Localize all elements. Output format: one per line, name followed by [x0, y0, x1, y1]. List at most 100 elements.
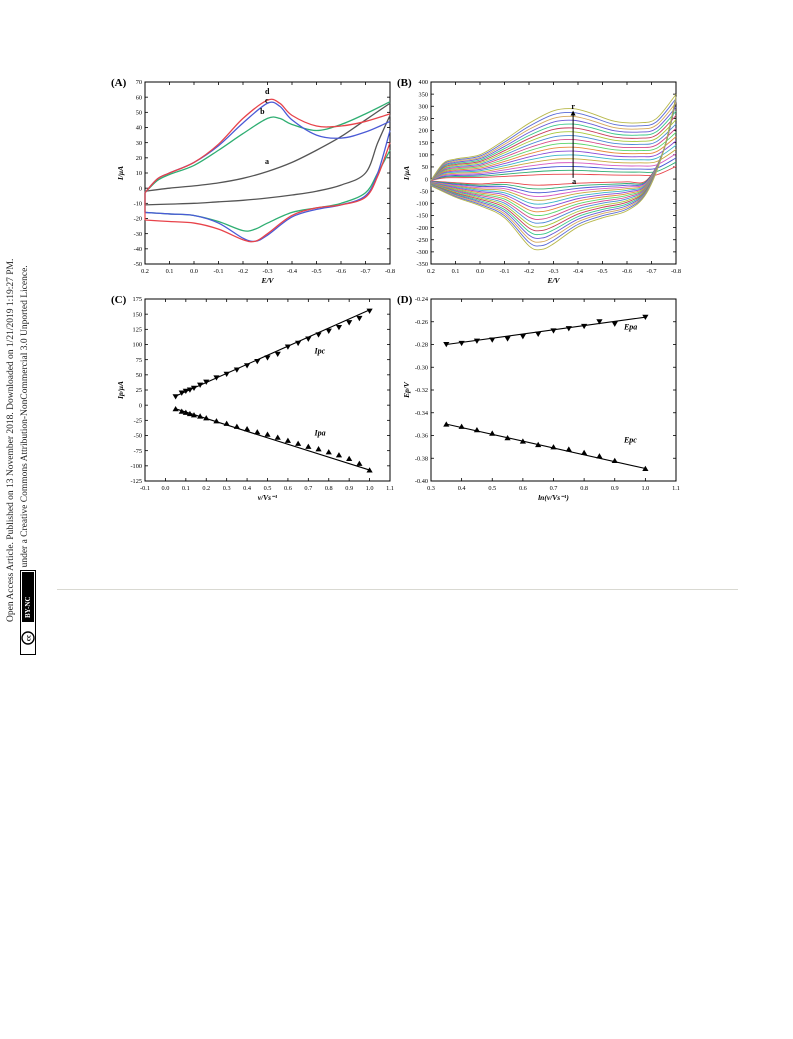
- x-tick-label: -0.1: [214, 268, 224, 275]
- cv-family-curve-forward: [430, 149, 677, 181]
- data-point-Epa: [489, 337, 496, 343]
- arrow-head: [570, 110, 576, 116]
- cv-curve-a-forward: [144, 102, 391, 192]
- figure: 0.2 0.1 0.0 -0.1 -0.2 -0.3 -0.4 -0.5 -0.6 -0.7 -0.…: [100, 60, 700, 520]
- data-point-Epa: [596, 319, 603, 325]
- x-tick-label: -0.3: [549, 268, 559, 275]
- y-tick-label: -50: [420, 188, 428, 195]
- fit-line-Ipc: [175, 309, 370, 397]
- x-tick-label: 0.8: [325, 485, 333, 492]
- panel-label: (C): [111, 294, 127, 306]
- y-tick-label: 125: [133, 327, 142, 334]
- x-tick-label: 0.2: [427, 268, 435, 275]
- data-point-Ipa: [274, 434, 281, 440]
- cv-family-curve-forward: [430, 166, 677, 181]
- y-tick-label: 25: [136, 387, 142, 394]
- cc-license-icon[interactable]: cc BY-NC: [20, 570, 36, 655]
- x-tick-label: -0.4: [287, 268, 298, 275]
- data-point-Ipa: [190, 412, 198, 418]
- data-point-Epa: [611, 321, 618, 327]
- x-tick-label: -0.2: [524, 268, 534, 275]
- data-point-Ipa: [182, 409, 189, 415]
- y-tick-label: -0.30: [415, 364, 428, 371]
- x-tick-label: -0.5: [312, 268, 322, 275]
- plot-frame: [144, 298, 391, 482]
- data-point-Epc: [581, 449, 588, 456]
- data-point-Epc: [550, 444, 557, 450]
- data-point-Ipa: [213, 418, 220, 424]
- x-tick-label: 0.8: [580, 485, 588, 492]
- cv-family-curve-reverse: [430, 98, 677, 220]
- y-tick-label: -150: [416, 213, 428, 220]
- data-point-Epc: [596, 453, 603, 459]
- cv-family-curve-reverse: [430, 96, 677, 251]
- data-point-Ipa: [243, 426, 251, 432]
- data-point-Ipc: [223, 371, 230, 378]
- data-point-Ipa: [335, 452, 343, 458]
- x-tick-label: 1.0: [641, 485, 649, 492]
- data-point-Ipa: [284, 437, 292, 443]
- x-tick-label: -0.5: [598, 268, 608, 275]
- x-tick-label: 0.2: [141, 268, 149, 275]
- data-point-Ipc: [274, 351, 281, 357]
- y-tick-label: 20: [136, 155, 142, 162]
- y-tick-label: -10: [134, 201, 142, 208]
- data-point-Ipc: [172, 394, 179, 400]
- y-tick-label: 0: [139, 402, 142, 409]
- cv-family-curve-reverse: [430, 99, 677, 217]
- data-point-Epc: [504, 434, 511, 441]
- data-point-Ipc: [315, 332, 322, 338]
- x-tick-label: 0.7: [550, 485, 558, 492]
- y-tick-label: -40: [134, 246, 142, 253]
- plot-frame: [430, 298, 677, 482]
- plot-frame: [144, 81, 391, 265]
- x-axis-label: E/V: [546, 276, 560, 285]
- arrow-label-a: a: [572, 177, 576, 186]
- x-tick-label: 0.3: [223, 485, 231, 492]
- y-tick-label: 75: [136, 357, 142, 364]
- page-divider: [57, 589, 738, 590]
- data-point-Ipa: [186, 410, 194, 417]
- cv-curve-c-forward: [144, 101, 391, 194]
- data-point-Ipc: [254, 359, 261, 365]
- cv-curve-a-reverse: [144, 115, 391, 206]
- data-point-Epc: [642, 465, 649, 471]
- data-point-Ipc: [197, 382, 204, 388]
- y-tick-label: 100: [133, 342, 142, 349]
- y-tick-label: -0.24: [415, 296, 429, 303]
- cv-family-curve-reverse: [430, 100, 677, 198]
- data-point-Epa: [443, 342, 450, 348]
- cv-family-curve-forward: [430, 94, 677, 181]
- series-label-ipc: Ipc: [313, 347, 325, 356]
- y-tick-label: -100: [130, 463, 142, 470]
- y-tick-label: 30: [136, 140, 142, 147]
- data-point-Epc: [489, 430, 496, 436]
- data-point-Epc: [458, 423, 465, 429]
- cv-family-curve-forward: [430, 161, 677, 181]
- y-tick-label: -20: [134, 216, 142, 223]
- x-tick-label: -0.3: [263, 268, 273, 275]
- x-tick-label: 1.1: [386, 485, 394, 492]
- data-point-Ipc: [264, 355, 271, 361]
- y-tick-label: -0.38: [415, 455, 428, 462]
- x-tick-label: 0.6: [519, 485, 527, 492]
- data-point-Epa: [519, 334, 526, 340]
- data-point-Ipa: [172, 406, 179, 412]
- cv-family-curve-forward: [430, 144, 677, 181]
- y-tick-label: 40: [136, 125, 142, 132]
- y-tick-label: -50: [134, 261, 142, 268]
- cv-curve-c-reverse: [144, 130, 391, 243]
- cv-family-curve-reverse: [430, 99, 677, 209]
- x-tick-label: -0.7: [361, 268, 371, 275]
- x-tick-label: -0.6: [336, 268, 346, 275]
- data-point-Epc: [443, 421, 450, 427]
- data-point-Ipa: [346, 455, 353, 462]
- data-point-Ipc: [335, 325, 343, 331]
- y-tick-label: 200: [419, 128, 428, 135]
- y-tick-label: 70: [136, 79, 142, 86]
- x-axis-label: v/Vs⁻¹: [258, 493, 278, 502]
- curve-label-b: b: [260, 107, 265, 116]
- data-point-Epc: [473, 427, 481, 433]
- cv-family-curve-forward: [430, 123, 677, 181]
- curve-label-d: d: [265, 87, 270, 96]
